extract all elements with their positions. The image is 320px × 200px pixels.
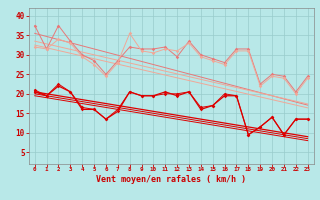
X-axis label: Vent moyen/en rafales ( km/h ): Vent moyen/en rafales ( km/h ) xyxy=(96,175,246,184)
